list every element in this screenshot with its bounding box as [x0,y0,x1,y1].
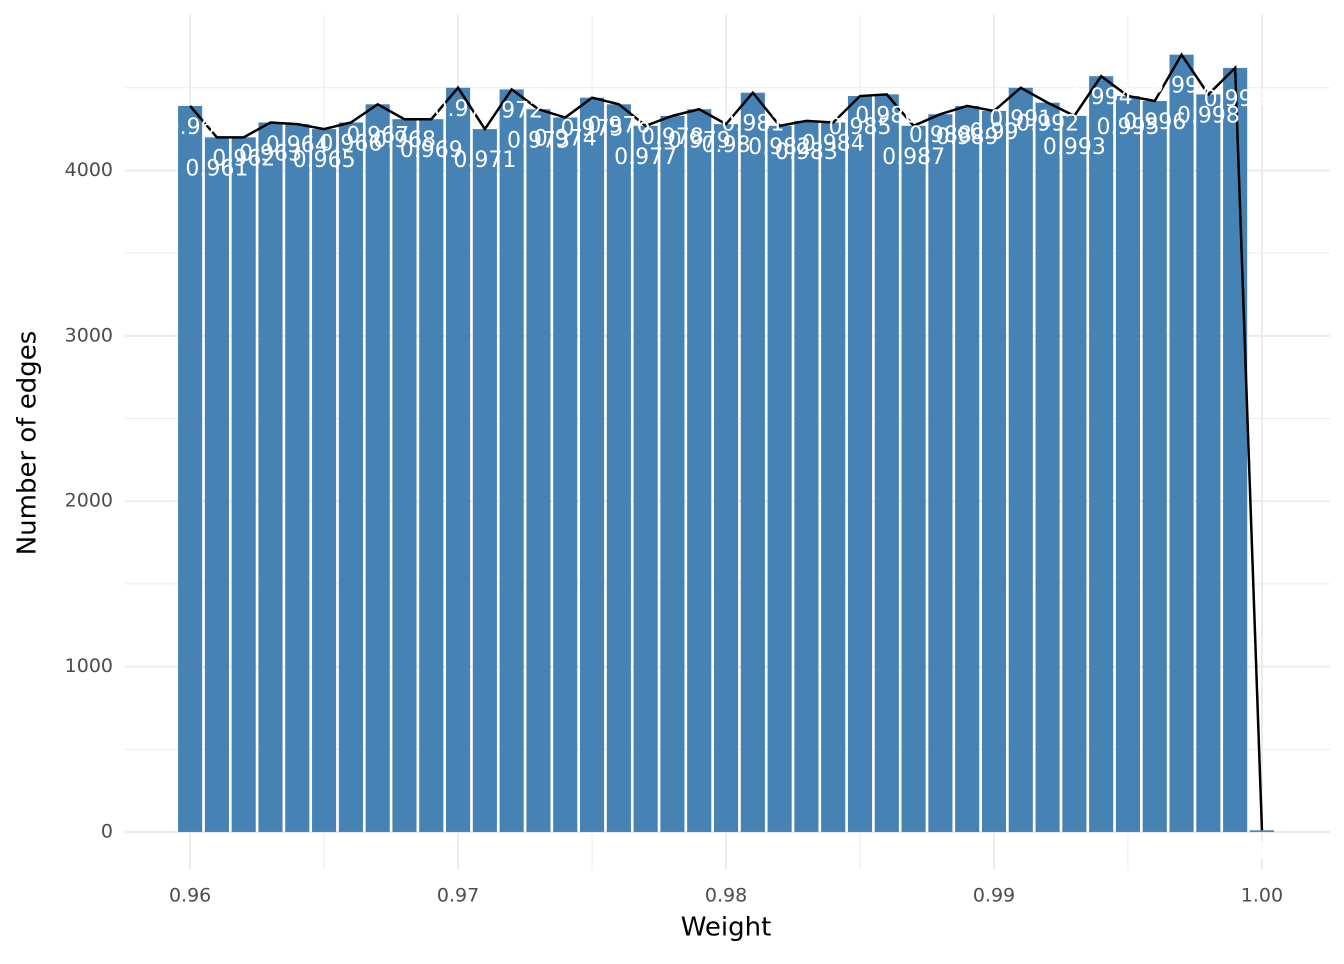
bar [392,119,417,832]
data-label: 0.97 [434,97,483,122]
x-tick-label: 0.97 [437,885,479,907]
bar [660,115,685,832]
bar [687,109,712,832]
data-label: 0.971 [453,148,516,173]
data-label: 0.969 [400,138,463,163]
data-label: 0.961 [185,156,248,181]
bar [821,122,846,832]
y-tick-label: 4000 [65,159,113,181]
x-axis-title: Weight [681,913,772,943]
data-label: 0.999 [1204,87,1267,112]
data-label: 0.997 [1150,74,1213,99]
data-label: 0.979 [668,128,731,153]
bar [1035,102,1060,832]
data-label: 0.996 [1123,110,1186,135]
data-label: 0.989 [936,125,999,150]
bar [1223,67,1248,832]
data-label: 0.995 [1096,115,1159,140]
data-label: 0.976 [587,113,650,138]
bar [740,92,765,832]
data-label: 0.998 [1177,103,1240,128]
bar [713,124,739,832]
bar [1249,830,1274,832]
x-tick-label: 0.96 [169,885,211,907]
bar [258,122,283,832]
y-tick-label: 3000 [65,324,113,346]
data-label: 0.993 [1043,135,1106,160]
data-label: 0.988 [909,123,972,148]
bar [767,125,792,832]
data-label: 0.986 [855,103,918,128]
bar [472,129,497,832]
x-tick-label: 0.99 [973,885,1015,907]
data-label: 0.992 [1016,112,1079,137]
data-label: 0.985 [829,115,892,140]
bar [365,104,390,832]
data-label: 0.983 [775,140,838,165]
data-label: 0.991 [989,107,1052,132]
bar [419,119,444,832]
bar [633,125,658,832]
bar [312,129,337,832]
y-tick-label: 0 [101,820,113,842]
bar [874,94,899,832]
data-label: 0.975 [561,117,624,142]
data-label: 0.974 [534,127,597,152]
bar [526,109,551,832]
x-tick-label: 1.00 [1241,885,1283,907]
bar [1089,76,1114,832]
data-label: 0.973 [507,128,570,153]
data-label: 0.978 [641,125,704,150]
bar [553,117,578,832]
bar [579,97,605,832]
data-label: 0.994 [1070,85,1133,110]
bar [928,114,953,832]
bar [606,104,631,832]
bar [955,105,980,832]
data-label: 0.98 [702,133,751,158]
data-label: 0.977 [614,145,677,170]
bar [847,96,873,832]
bar [231,137,256,832]
data-label: 0.964 [266,133,329,158]
data-label: 1 [1255,839,1269,864]
bar [178,105,203,832]
bar [285,124,310,832]
y-tick-label: 1000 [65,655,113,677]
bar [794,120,819,832]
bar [901,125,926,832]
data-label: 0.965 [293,148,356,173]
data-label: 0.987 [882,145,945,170]
data-label: 0.972 [480,98,543,123]
data-label: 0.967 [346,123,409,148]
bar [1142,100,1167,832]
bar [446,87,471,832]
bar [1115,96,1141,832]
bar [499,89,524,832]
y-axis-title: Number of edges [13,331,43,556]
data-label: 0.96 [166,115,215,140]
x-tick-label: 0.98 [705,885,747,907]
data-label: 0.981 [721,112,784,137]
data-label: 0.984 [802,131,865,156]
data-label: 0.963 [239,141,302,166]
data-label: 0.966 [319,131,382,156]
bar [1169,54,1194,832]
bar [1062,115,1087,832]
data-label: 0.962 [212,146,275,171]
bar [981,110,1007,832]
bar [1196,94,1221,832]
trend-line [189,52,1264,831]
bar [204,137,229,832]
data-label: 0.99 [969,120,1018,145]
bar [338,122,363,832]
y-tick-label: 2000 [65,490,113,512]
bar [1008,87,1033,832]
data-label: 0.968 [373,128,436,153]
data-label: 0.982 [748,135,811,160]
